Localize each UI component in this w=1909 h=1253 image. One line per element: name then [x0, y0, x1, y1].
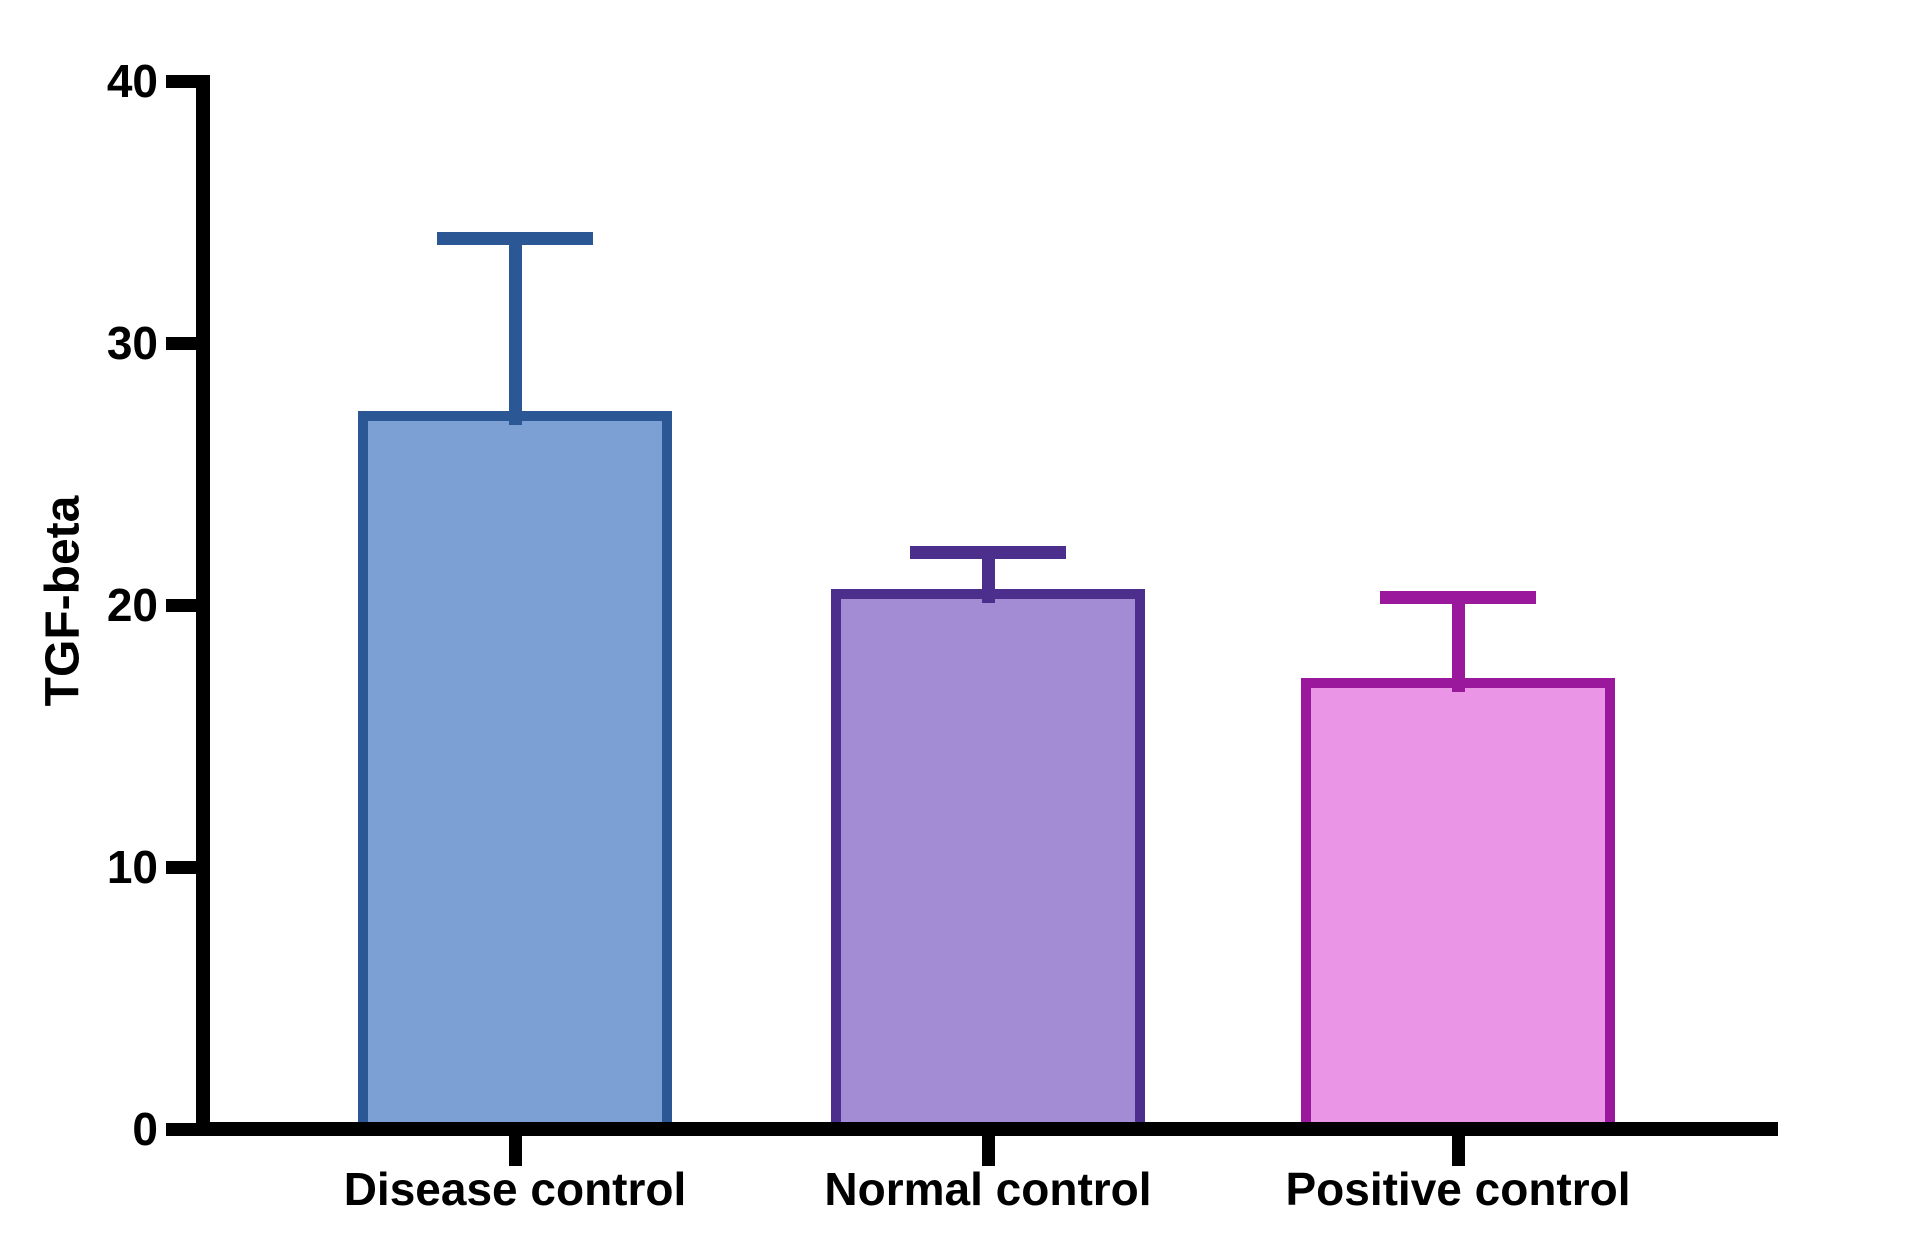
x-axis-tick: [1451, 1136, 1465, 1166]
normal-control-bar: [831, 589, 1145, 1126]
category-label: Normal control: [824, 1163, 1152, 1215]
x-axis-tick: [508, 1136, 522, 1166]
y-axis-tick: [166, 336, 196, 350]
x-axis-tick: [981, 1136, 995, 1166]
y-axis-line: [196, 74, 210, 1136]
error-bar-stem: [981, 552, 995, 604]
positive-control-bar: [1301, 678, 1615, 1126]
y-tick-label: 30: [106, 317, 158, 369]
disease-control-bar: [358, 411, 672, 1126]
category-label: Positive control: [1285, 1163, 1631, 1215]
error-bar-cap: [437, 231, 593, 245]
y-tick-label: 40: [106, 55, 158, 107]
y-axis-tick: [166, 74, 196, 88]
y-axis-tick: [166, 598, 196, 612]
y-tick-label: 0: [132, 1103, 158, 1155]
y-axis-tick: [166, 860, 196, 874]
y-axis-tick: [166, 1122, 196, 1136]
x-axis-line: [196, 1122, 1778, 1136]
y-tick-label: 10: [106, 841, 158, 893]
y-tick-label: 20: [106, 579, 158, 631]
error-bar-cap: [910, 546, 1066, 560]
category-label: Disease control: [343, 1163, 687, 1215]
error-bar-stem: [1451, 597, 1465, 693]
error-bar-stem: [508, 238, 522, 426]
error-bar-cap: [1380, 590, 1536, 604]
